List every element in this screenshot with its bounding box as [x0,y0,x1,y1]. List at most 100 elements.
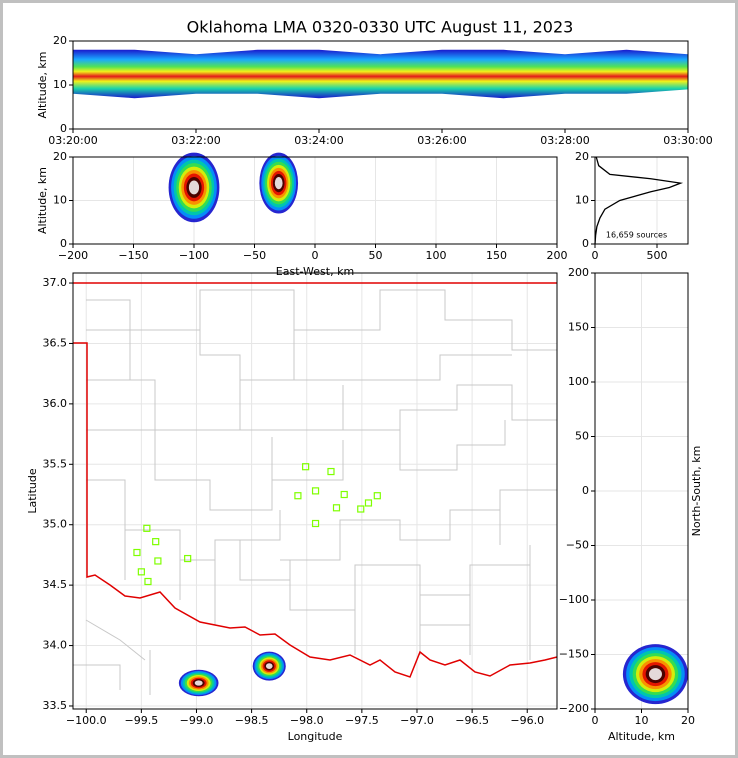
y-tick-label: −50 [566,539,589,552]
y-tick-label: 34.5 [43,578,68,591]
x-tick-label: −96.0 [510,714,544,727]
x-tick-label: 10 [635,714,649,727]
state-border [73,282,558,678]
source-density [274,177,283,190]
station [311,487,320,495]
x-tick-label: −99.0 [180,714,214,727]
panel: 03:20:00 03:22:00 03:24:00 03:26:00 03:28:00… [36,34,713,147]
station [364,499,373,507]
y-tick-label: 10 [575,194,589,207]
x-axis-label: Altitude, km [608,730,675,743]
station [340,490,348,499]
station [357,505,365,513]
axes-frame [594,272,689,710]
x-tick-label: −98.0 [290,714,324,727]
station [144,577,152,586]
x-tick-label: −99.5 [124,714,158,727]
y-tick-label: 200 [568,266,589,279]
x-tick-label: 50 [369,249,383,262]
x-tick-label: 03:20:00 [48,134,97,147]
x-tick-label: 100 [426,249,447,262]
y-tick-label: 0 [582,237,589,250]
y-axis-label: North-South, km [690,446,703,537]
y-tick-label: 36.5 [43,336,68,349]
x-tick-label: 200 [547,249,568,262]
station [137,568,145,576]
y-tick-label: 36.0 [43,397,68,410]
x-tick-label: 0 [592,714,599,727]
x-tick-label: −50 [243,249,266,262]
axes-frame [72,156,558,245]
x-tick-label: −97.5 [345,714,379,727]
y-tick-label: −200 [559,702,589,715]
x-tick-label: −100.0 [66,714,107,727]
x-tick-label: 03:22:00 [171,134,220,147]
panel: 0 500 0 10 20 16,659 sources [575,150,689,262]
y-tick-label: 20 [575,150,589,163]
y-axis-label: Altitude, km [36,167,49,234]
station [154,557,162,565]
axes-frame [594,156,689,245]
y-tick-label: 0 [582,484,589,497]
y-tick-label: 34.0 [43,639,68,652]
y-tick-label: −150 [559,648,589,661]
station [143,524,151,532]
y-axis-label: Latitude [26,468,39,514]
station [373,492,381,500]
x-tick-label: 20 [681,714,695,727]
x-tick-label: 150 [486,249,507,262]
altitude-histogram [594,156,684,245]
x-tick-label: −200 [58,249,88,262]
station [311,519,320,528]
x-tick-label: 03:26:00 [417,134,466,147]
y-tick-label: 33.5 [43,699,68,712]
y-tick-label: 10 [53,78,67,91]
y-tick-label: 0 [60,237,67,250]
x-tick-label: 03:24:00 [294,134,343,147]
station [294,492,302,500]
x-tick-label: 03:30:00 [663,134,712,147]
x-tick-label: 0 [592,249,599,262]
y-tick-label: 50 [575,430,589,443]
y-tick-label: 20 [53,150,67,163]
station [302,463,310,471]
x-tick-label: −98.5 [235,714,269,727]
station [152,538,160,546]
x-tick-label: −96.5 [455,714,489,727]
axes-frame [72,272,558,710]
panel: 0 10 20 −200 −150 −100 −50 0 50 100 150 200 Altitude… [559,266,703,743]
source-band [73,49,688,99]
source-density [194,680,203,686]
chart-title: Oklahoma LMA 0320-0330 UTC August 11, 20… [187,18,574,37]
x-tick-label: 0 [312,249,319,262]
station [332,504,341,512]
station [184,554,192,563]
y-tick-label: 100 [568,375,589,388]
annotation: 16,659 sources [606,231,667,240]
x-tick-label: −100 [179,249,209,262]
x-tick-label: −97.0 [400,714,434,727]
station [133,548,141,557]
x-tick-label: −150 [118,249,148,262]
x-tick-label: 03:28:00 [540,134,589,147]
x-axis-label: East-West, km [276,265,354,278]
station [327,467,335,476]
y-tick-label: 20 [53,34,67,47]
source-density [648,668,662,681]
y-tick-label: 37.0 [43,276,68,289]
axes-frame [72,40,689,130]
y-axis-label: Altitude, km [36,51,49,118]
source-density [265,663,273,670]
y-tick-label: 150 [568,321,589,334]
y-tick-label: 0 [60,122,67,135]
source-density [188,180,200,195]
y-tick-label: 35.0 [43,518,68,531]
x-tick-label: 500 [647,249,668,262]
y-tick-label: 10 [53,194,67,207]
x-axis-label: Longitude [288,730,343,743]
county-lines [73,289,557,695]
y-tick-label: −100 [559,593,589,606]
y-tick-label: 35.5 [43,457,68,470]
